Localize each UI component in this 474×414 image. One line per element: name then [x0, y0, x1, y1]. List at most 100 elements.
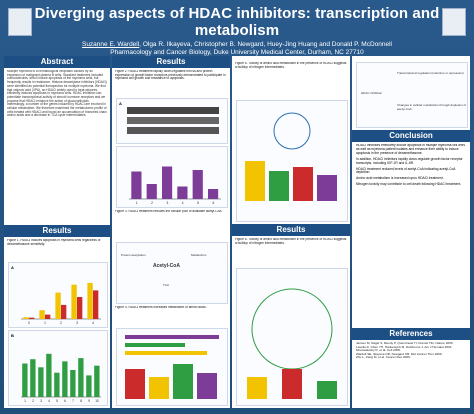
- fig1a-marks: 0 1 2 3 4: [21, 282, 101, 325]
- fig4-bar-3: [125, 351, 207, 355]
- abstract-header: Abstract: [4, 56, 110, 68]
- fig1a-g-bar: [61, 304, 67, 319]
- fig1b-g-bar: [86, 375, 92, 397]
- fig6-bar-1: [247, 377, 267, 399]
- summary-transcriptional: Transcriptional regulation (induction or…: [397, 71, 464, 75]
- fig2-g-bar: [192, 170, 203, 199]
- fig1b-g-tick-label: 10: [95, 399, 99, 403]
- fig1a-g-bar: [93, 290, 99, 319]
- fig1b-g-bar: [46, 353, 52, 397]
- right-logo: [442, 8, 466, 36]
- fig1b-g-bar: [62, 361, 68, 397]
- fig1b-marks: 1 2 3 4 5 6 7 8 9 10: [21, 353, 101, 403]
- summary-changes: Changes in cellular metabolism through d…: [397, 103, 467, 111]
- fig1a-g-bar: [71, 284, 77, 319]
- fig6-bar-3: [317, 381, 337, 399]
- column-4: Transcriptional regulation (induction or…: [352, 56, 470, 408]
- fig1a-g-tick-label: 1: [44, 321, 46, 325]
- fig3-acetyl-coa: Acetyl-CoA: [153, 263, 180, 269]
- fig1b-g-bar: [70, 370, 76, 397]
- abstract-text: Multiple myeloma is a hematological neop…: [7, 70, 107, 118]
- fig1a-g-tick-label: 3: [76, 321, 78, 325]
- fig4-bar-2: [125, 343, 185, 347]
- fig3-metabolism: Metabolism: [191, 253, 207, 257]
- fig1b-g-tick-label: 9: [88, 399, 90, 403]
- blot-row-3: [127, 127, 219, 134]
- reference-2: Lavelle D, Chen YH, Hankewych M, DeSimon…: [356, 344, 453, 349]
- fig1b-g-bar: [38, 367, 44, 397]
- fig1b-g-tick-label: 3: [40, 399, 42, 403]
- fig1b-g-bar: [78, 358, 84, 397]
- tca-cycle: [273, 112, 311, 150]
- fig1b-g-bar: [94, 365, 100, 397]
- blot-row-2: [127, 117, 219, 124]
- first-author: Suzanne E. Wardell: [81, 41, 140, 48]
- fig6-caption: Figure 6. Toxicity of amino acid metabol…: [235, 238, 347, 245]
- fig2-g-tick-label: 5: [197, 201, 199, 205]
- fig3-diagram: Acetyl-CoA Protein acetylation Metabolis…: [116, 242, 228, 304]
- fig2-g-bar: [177, 186, 188, 199]
- fig2-g-tick-label: 1: [136, 201, 138, 205]
- fig1b-g-tick-label: 6: [64, 399, 66, 403]
- fig1b-g-tick-label: 8: [80, 399, 82, 403]
- reference-1: Jansen M, Nagel S, Moody P, Quentmeier H…: [356, 342, 454, 345]
- poster-header: Diverging aspects of HDAC inhibitors: tr…: [0, 0, 474, 56]
- column-1: Abstract Multiple myeloma is a hematolog…: [4, 56, 110, 408]
- fig1a-g-bar: [55, 292, 61, 319]
- fig1b-chart: 1 2 3 4 5 6 7 8 9 10: [21, 353, 101, 403]
- fig1a-g-tick-label: 2: [60, 321, 62, 325]
- fig2-g-bar: [161, 166, 173, 199]
- fig3-tca: TCA: [163, 283, 169, 287]
- fig1a-g-bar: [87, 282, 93, 319]
- fig5-caption: Figure 5. Toxicity of amino acid metabol…: [235, 62, 347, 69]
- fig2-g-bar: [146, 184, 157, 199]
- fig2-g-bar: [207, 189, 219, 199]
- fig2-g-tick-label: 3: [166, 201, 168, 205]
- fig1a-label: A: [11, 265, 14, 270]
- fig4-bar-1: [125, 335, 219, 339]
- fig1a-chart: 0 1 2 3 4: [21, 282, 101, 325]
- conclusion-3: HDACi treatment reduced levels of acetyl…: [356, 166, 456, 175]
- fig3-caption: Figure 3. HDACi treatment reduces the ce…: [115, 210, 223, 213]
- blot-row-1: [127, 107, 219, 114]
- fig5-bar-1: [245, 161, 265, 201]
- fig1b-g-tick-label: 4: [48, 399, 50, 403]
- reference-3: Mostoslavsky R, et al. Cell 2006.: [356, 348, 401, 353]
- fig6-cycle: [251, 288, 333, 370]
- fig4-bar-4: [125, 369, 145, 399]
- column-3: Figure 5. Toxicity of amino acid metabol…: [232, 56, 350, 408]
- conclusion-2: In addition, HDACi inhibitors rapidly do…: [356, 156, 463, 165]
- fig1a-g-bar: [29, 317, 35, 319]
- fig3-protein-acetylation: Protein acetylation: [121, 253, 146, 257]
- fig1b-g-tick-label: 7: [72, 399, 74, 403]
- fig2-g-tick-label: 2: [151, 201, 153, 205]
- fig4-chart: [125, 335, 219, 399]
- summary-hdac-inhibition: HDAC inhibition: [361, 91, 383, 95]
- fig4-caption: Figure 4. HDACi treatment increases meta…: [115, 306, 207, 309]
- fig1b-label: B: [11, 333, 14, 338]
- fig5-bar-4: [317, 175, 337, 201]
- poster-title: Diverging aspects of HDAC inhibitors: tr…: [34, 5, 440, 39]
- fig1b-g-tick-label: 1: [24, 399, 26, 403]
- fig1b-g-bar: [22, 363, 28, 397]
- fig2-g-tick-label: 6: [212, 201, 214, 205]
- poster-affiliation: Pharmacology and Cancer Biology, Duke Un…: [110, 49, 364, 56]
- column-2: Results Figure 2. HDACi treatment rapidl…: [112, 56, 230, 408]
- conclusion-header: Conclusion: [352, 130, 470, 142]
- fig6-bar-2: [282, 369, 302, 399]
- references-header: References: [352, 328, 470, 340]
- other-authors: , Olga R. Ilkayeva, Christopher B. Newga…: [139, 41, 392, 48]
- fig1a-g-bar: [39, 310, 45, 319]
- fig4-panel: [116, 328, 228, 406]
- fig2-caption: Figure 2. HDACi treatment rapidly down-r…: [115, 70, 226, 81]
- fig2-g-bar: [131, 171, 142, 199]
- fig1a-g-bar: [45, 314, 51, 319]
- fig1-caption: Figure 1. HDACi induces apoptosis in mye…: [7, 239, 101, 246]
- conclusion-5: Nitrogen toxicity may contribute to cell…: [356, 182, 462, 187]
- fig1a-g-tick-label: 0: [28, 321, 30, 325]
- fig5-bar-3: [293, 167, 313, 201]
- fig1a-g-bar: [77, 297, 83, 319]
- fig2-label: A: [119, 101, 122, 106]
- fig4-bar-6: [173, 364, 193, 399]
